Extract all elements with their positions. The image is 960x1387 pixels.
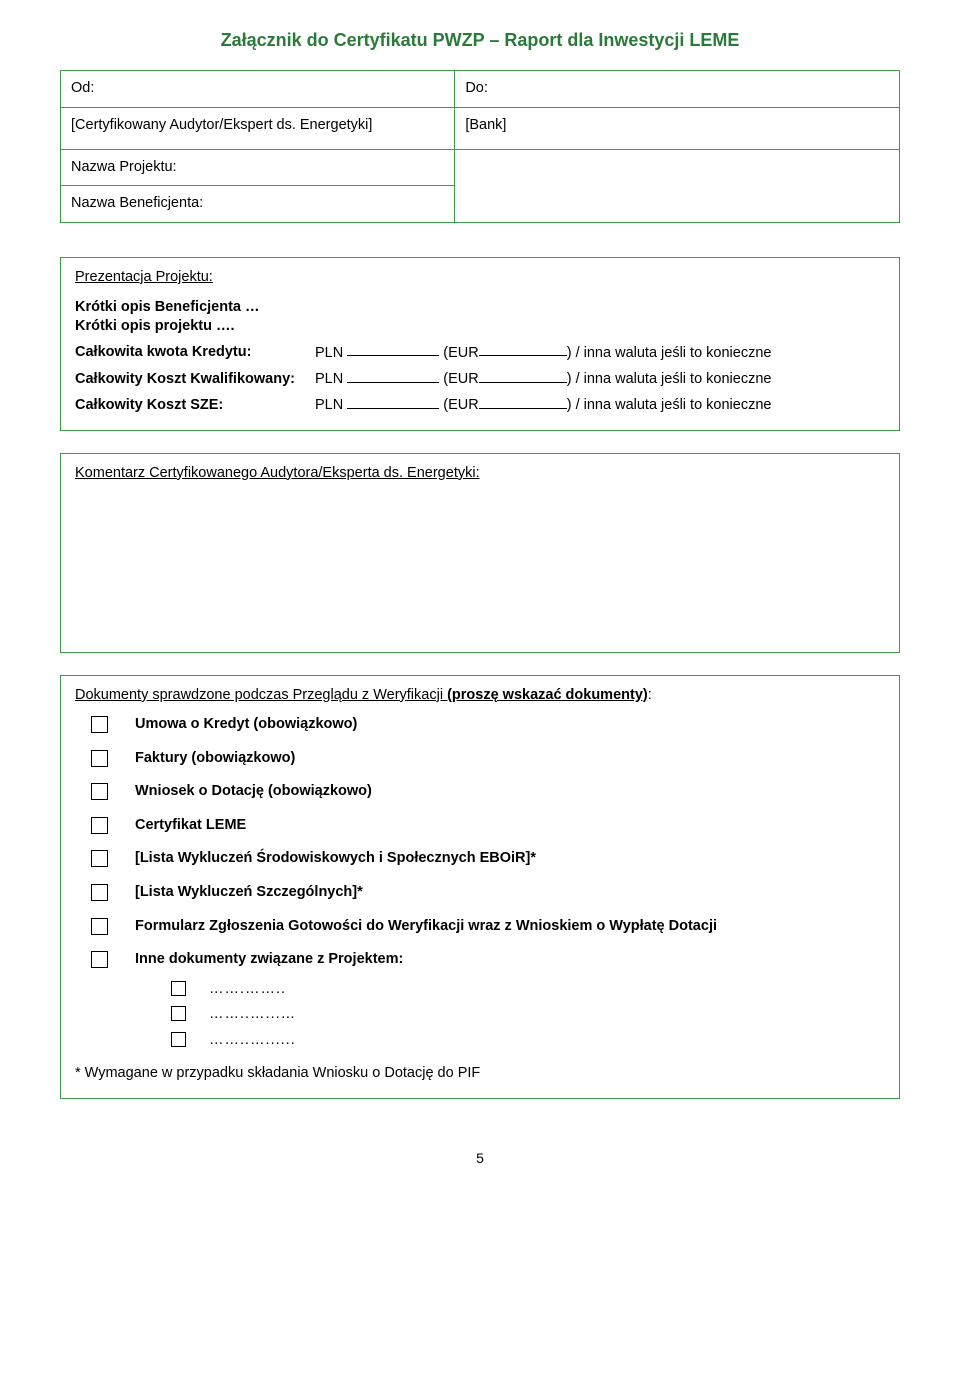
documents-list: Umowa o Kredyt (obowiązkowo) Faktury (ob… — [75, 715, 885, 1050]
eur-blank — [479, 343, 567, 357]
od-value-cell: [Certyfikowany Audytor/Ekspert ds. Energ… — [61, 107, 455, 149]
doc-item[interactable]: Certyfikat LEME — [91, 816, 885, 836]
do-label-cell: Do: — [455, 71, 900, 108]
doc-item-label: Certyfikat LEME — [135, 817, 246, 833]
komentarz-box: Komentarz Certyfikowanego Audytora/Ekspe… — [60, 453, 900, 653]
doc-item-label: Formularz Zgłoszenia Gotowości do Weryfi… — [135, 918, 717, 934]
page-title: Załącznik do Certyfikatu PWZP – Raport d… — [60, 28, 900, 52]
doc-subitem[interactable]: …….…….. — [171, 980, 885, 1000]
eur-close: ) / inna waluta jeśli to konieczne — [567, 397, 772, 413]
doc-subitem-label: ……..…...... — [209, 1032, 296, 1048]
doc-subitem[interactable]: ……..…...… — [171, 1005, 885, 1025]
documents-heading-colon: : — [648, 687, 652, 703]
komentarz-heading: Komentarz Certyfikowanego Audytora/Ekspe… — [75, 464, 885, 484]
eur-open: (EUR — [443, 371, 478, 387]
doc-item[interactable]: Wniosek o Dotację (obowiązkowo) — [91, 782, 885, 802]
pln-blank — [347, 395, 439, 409]
pln-text: PLN — [315, 344, 343, 360]
doc-item-label: Inne dokumenty związane z Projektem: — [135, 951, 403, 967]
eur-close: ) / inna waluta jeśli to konieczne — [567, 371, 772, 387]
od-label-cell: Od: — [61, 71, 455, 108]
doc-item-label: Faktury (obowiązkowo) — [135, 750, 295, 766]
doc-item-label: [Lista Wykluczeń Środowiskowych i Społec… — [135, 850, 536, 866]
pln-text: PLN — [315, 397, 343, 413]
prezentacja-line1: Krótki opis Beneficjenta … — [75, 298, 885, 318]
nazwa-projektu-value — [455, 149, 900, 222]
doc-item[interactable]: [Lista Wykluczeń Środowiskowych i Społec… — [91, 849, 885, 869]
credit-row-2: Całkowity Koszt SZE: PLN (EUR ) / inna wa… — [75, 395, 885, 415]
doc-subitem[interactable]: ……..…...... — [171, 1031, 885, 1051]
nazwa-beneficjenta-label: Nazwa Beneficjenta: — [61, 186, 455, 223]
documents-footnote: * Wymagane w przypadku składania Wniosku… — [75, 1064, 885, 1084]
credit-fill: PLN (EUR ) / inna waluta jeśli to koniecz… — [315, 369, 771, 389]
credit-fill: PLN (EUR ) / inna waluta jeśli to koniecz… — [315, 395, 771, 415]
doc-item[interactable]: [Lista Wykluczeń Szczególnych]* — [91, 883, 885, 903]
do-value-cell: [Bank] — [455, 107, 900, 149]
doc-item-label: Umowa o Kredyt (obowiązkowo) — [135, 716, 357, 732]
doc-item[interactable]: Faktury (obowiązkowo) — [91, 749, 885, 769]
doc-item[interactable]: Inne dokumenty związane z Projektem: …….… — [91, 950, 885, 1050]
eur-open: (EUR — [443, 344, 478, 360]
doc-item[interactable]: Umowa o Kredyt (obowiązkowo) — [91, 715, 885, 735]
credit-fill: PLN (EUR ) / inna waluta jeśli to koniecz… — [315, 343, 771, 363]
prezentacja-line2: Krótki opis projektu …. — [75, 317, 885, 337]
documents-heading-plain: Dokumenty sprawdzone podczas Przeglądu z… — [75, 687, 447, 703]
doc-item-label: [Lista Wykluczeń Szczególnych]* — [135, 884, 363, 900]
doc-subitem-label: …….…….. — [209, 981, 286, 997]
pln-text: PLN — [315, 371, 343, 387]
credit-row-1: Całkowity Koszt Kwalifikowany: PLN (EUR)… — [75, 369, 885, 389]
page-number: 5 — [60, 1149, 900, 1168]
documents-sublist: …….…….. ……..…...… ……..…...... — [135, 980, 885, 1051]
eur-close: ) / inna waluta jeśli to konieczne — [567, 344, 772, 360]
doc-subitem-label: ……..…...… — [209, 1006, 296, 1022]
eur-open: (EUR — [443, 397, 478, 413]
pln-blank — [347, 369, 439, 383]
prezentacja-box: Prezentacja Projektu: Krótki opis Benefi… — [60, 257, 900, 431]
documents-heading-bold: (proszę wskazać dokumenty) — [447, 687, 648, 703]
header-table: Od: Do: [Certyfikowany Audytor/Ekspert d… — [60, 70, 900, 223]
documents-heading: Dokumenty sprawdzone podczas Przeglądu z… — [75, 686, 885, 706]
credit-label: Całkowity Koszt SZE: — [75, 396, 315, 416]
pln-blank — [347, 343, 439, 357]
prezentacja-heading: Prezentacja Projektu: — [75, 268, 885, 288]
doc-item[interactable]: Formularz Zgłoszenia Gotowości do Weryfi… — [91, 917, 885, 937]
documents-box: Dokumenty sprawdzone podczas Przeglądu z… — [60, 675, 900, 1099]
credit-label: Całkowita kwota Kredytu: — [75, 343, 315, 363]
eur-blank — [479, 369, 567, 383]
eur-blank — [479, 395, 567, 409]
credit-row-0: Całkowita kwota Kredytu: PLN (EUR ) / inn… — [75, 343, 885, 363]
doc-item-label: Wniosek o Dotację (obowiązkowo) — [135, 783, 372, 799]
nazwa-projektu-label: Nazwa Projektu: — [61, 149, 455, 186]
credit-label: Całkowity Koszt Kwalifikowany: — [75, 370, 315, 390]
